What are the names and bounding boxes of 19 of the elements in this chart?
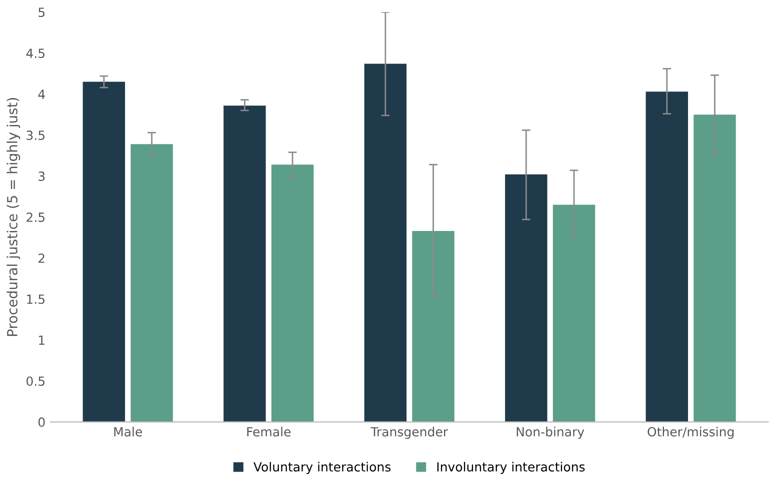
y-tick-label: 2 (38, 253, 44, 263)
y-tick-label: 1.5 (27, 294, 44, 304)
y-tick-label: 4 (38, 90, 45, 99)
y-tick-label: 3 (38, 172, 45, 181)
y-tick-label: 5 (38, 8, 44, 18)
legend-label: Involuntary interactions (437, 462, 585, 474)
y-tick-label: 3.5 (26, 130, 44, 140)
x-tick-label: Non-binary (516, 426, 584, 439)
x-tick-label: Transgender (370, 426, 448, 439)
y-tick-label: 2.5 (26, 212, 44, 222)
y-axis-title: Procedural justice (5 = highly just) (6, 98, 20, 336)
x-tick-label: Other/missing (648, 426, 734, 439)
y-tick-label: 0 (38, 417, 45, 427)
y-tick-label: 4.5 (26, 48, 44, 58)
y-tick-label: 0.5 (26, 376, 44, 386)
y-tick-label: 1 (39, 336, 44, 345)
x-tick-label: Female (247, 426, 291, 436)
legend-label: Voluntary interactions (253, 462, 391, 474)
x-tick-label: Male (114, 426, 142, 436)
